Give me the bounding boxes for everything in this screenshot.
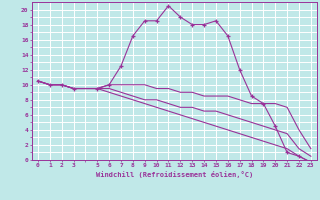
X-axis label: Windchill (Refroidissement éolien,°C): Windchill (Refroidissement éolien,°C) <box>96 171 253 178</box>
